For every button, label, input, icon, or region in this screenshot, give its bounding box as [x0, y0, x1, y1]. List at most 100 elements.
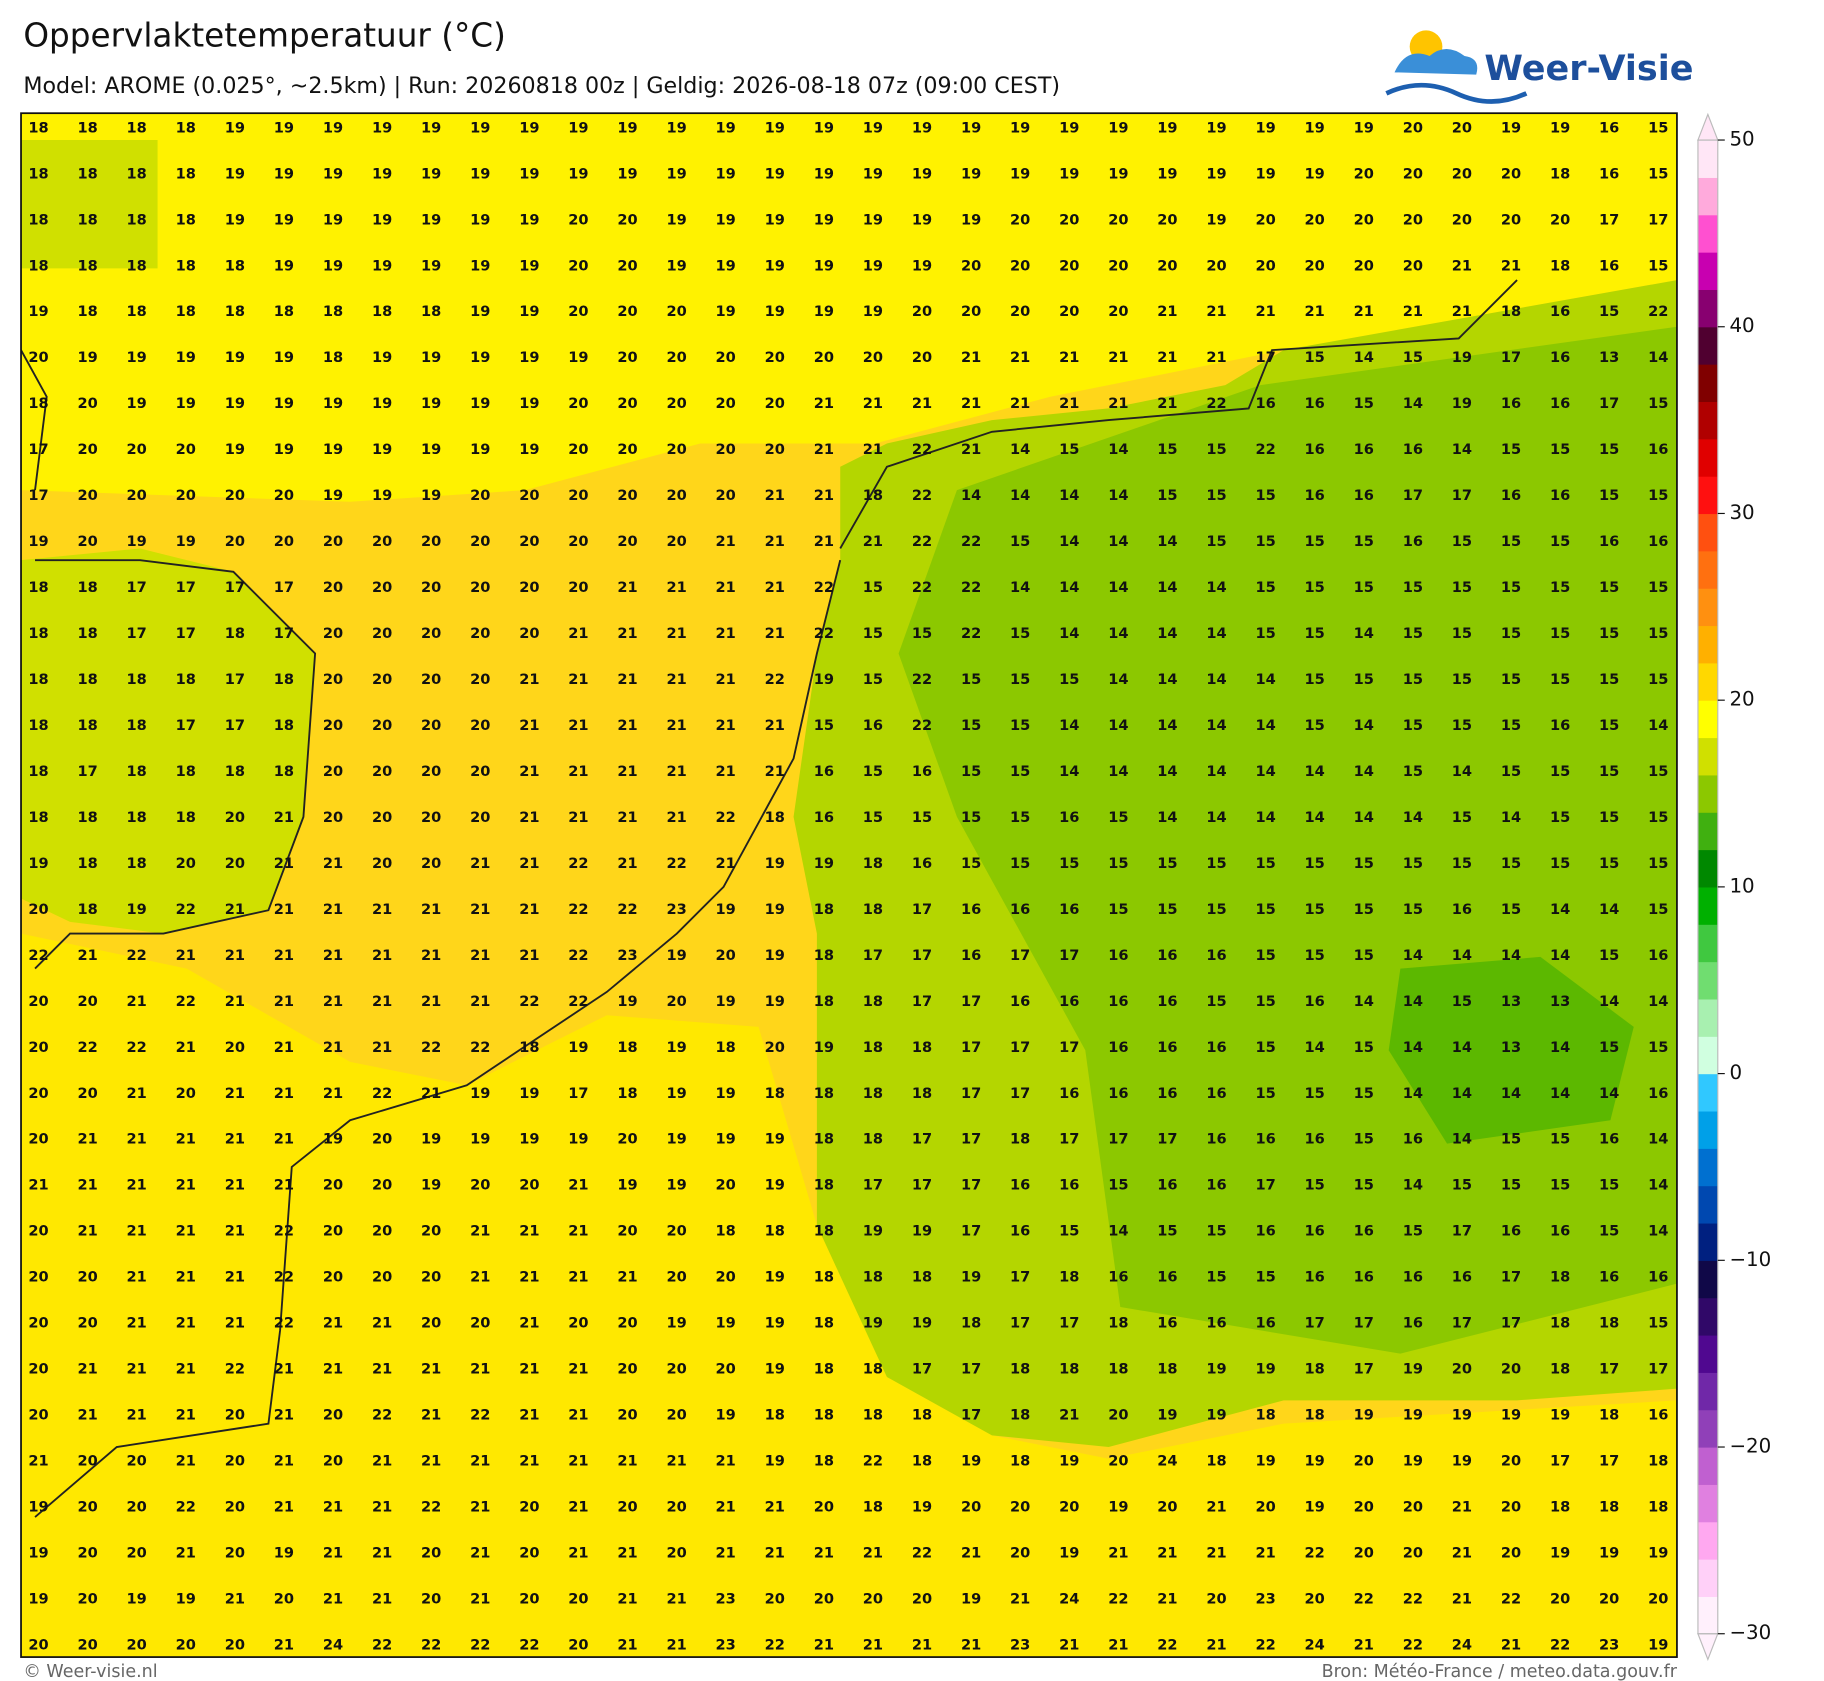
grid-value: 19 — [470, 211, 490, 228]
grid-value: 21 — [323, 947, 343, 964]
grid-value: 21 — [765, 717, 785, 734]
grid-value: 14 — [1550, 901, 1570, 918]
grid-value: 24 — [1452, 1636, 1472, 1653]
grid-value: 21 — [372, 901, 392, 918]
grid-value: 20 — [323, 717, 343, 734]
grid-value: 15 — [1452, 1177, 1472, 1194]
grid-value: 19 — [323, 395, 343, 412]
grid-value: 14 — [1010, 487, 1030, 504]
grid-value: 21 — [568, 1269, 588, 1286]
grid-value: 20 — [77, 1498, 97, 1515]
grid-value: 22 — [77, 1039, 97, 1056]
grid-value: 21 — [421, 1453, 441, 1470]
grid-value: 15 — [1599, 579, 1619, 596]
grid-value: 20 — [225, 1636, 245, 1653]
grid-value: 20 — [617, 1498, 637, 1515]
grid-value: 18 — [28, 671, 48, 688]
grid-value: 20 — [519, 1544, 539, 1561]
grid-value: 15 — [1403, 579, 1423, 596]
grid-value: 20 — [470, 763, 490, 780]
grid-value: 15 — [1501, 533, 1521, 550]
grid-value: 14 — [1648, 1131, 1668, 1148]
grid-value: 19 — [814, 855, 834, 872]
grid-value: 19 — [28, 303, 48, 320]
grid-value: 20 — [617, 1131, 637, 1148]
grid-value: 16 — [1157, 1269, 1177, 1286]
grid-value: 19 — [765, 303, 785, 320]
grid-value: 14 — [1108, 533, 1128, 550]
grid-value: 17 — [127, 625, 147, 642]
grid-value: 18 — [814, 1085, 834, 1102]
grid-value: 18 — [1010, 1407, 1030, 1424]
grid-value: 18 — [1501, 303, 1521, 320]
grid-value: 21 — [814, 1636, 834, 1653]
grid-value: 15 — [1305, 855, 1325, 872]
grid-value: 18 — [176, 671, 196, 688]
grid-value: 21 — [617, 625, 637, 642]
grid-value: 21 — [470, 855, 490, 872]
grid-value: 19 — [176, 533, 196, 550]
grid-value: 21 — [1108, 349, 1128, 366]
grid-value: 19 — [1059, 1453, 1079, 1470]
grid-value: 14 — [1354, 717, 1374, 734]
grid-value: 20 — [568, 303, 588, 320]
grid-value: 15 — [1255, 579, 1275, 596]
grid-value: 20 — [716, 947, 736, 964]
grid-value: 19 — [765, 855, 785, 872]
grid-value: 19 — [1403, 1407, 1423, 1424]
grid-value: 20 — [77, 441, 97, 458]
grid-value: 19 — [470, 1085, 490, 1102]
grid-value: 19 — [863, 1315, 883, 1332]
grid-value: 19 — [765, 1453, 785, 1470]
grid-value: 20 — [1010, 303, 1030, 320]
grid-value: 20 — [1255, 211, 1275, 228]
grid-value: 18 — [225, 763, 245, 780]
color-band — [1697, 886, 1718, 925]
grid-value: 14 — [1354, 763, 1374, 780]
grid-value: 14 — [1648, 349, 1668, 366]
grid-value: 19 — [863, 303, 883, 320]
grid-value: 16 — [1305, 1131, 1325, 1148]
grid-value: 18 — [912, 1039, 932, 1056]
grid-value: 15 — [1452, 625, 1472, 642]
grid-value: 15 — [1108, 855, 1128, 872]
grid-value: 18 — [912, 1085, 932, 1102]
color-band — [1697, 1073, 1718, 1112]
grid-value: 21 — [274, 1498, 294, 1515]
grid-value: 20 — [28, 1636, 48, 1653]
grid-value: 19 — [716, 303, 736, 320]
grid-value: 17 — [1010, 1085, 1030, 1102]
grid-value: 20 — [519, 579, 539, 596]
grid-value: 22 — [176, 993, 196, 1010]
grid-value: 21 — [176, 1315, 196, 1332]
grid-value: 19 — [323, 441, 343, 458]
grid-value: 22 — [519, 993, 539, 1010]
grid-value: 14 — [1206, 717, 1226, 734]
colorbar-tick-label: 30 — [1729, 501, 1754, 524]
grid-value: 18 — [176, 809, 196, 826]
grid-value: 16 — [1108, 1039, 1128, 1056]
grid-value: 17 — [1452, 1315, 1472, 1332]
grid-value: 19 — [814, 119, 834, 136]
grid-value: 20 — [617, 1315, 637, 1332]
grid-value: 19 — [519, 395, 539, 412]
grid-value: 19 — [863, 165, 883, 182]
grid-value: 21 — [1452, 1544, 1472, 1561]
grid-value: 15 — [1305, 533, 1325, 550]
grid-value: 19 — [1648, 1544, 1668, 1561]
grid-value: 18 — [863, 1269, 883, 1286]
grid-value: 18 — [127, 211, 147, 228]
color-band — [1697, 1334, 1718, 1373]
color-band — [1697, 849, 1718, 888]
grid-value: 19 — [716, 901, 736, 918]
grid-value: 17 — [28, 487, 48, 504]
grid-value: 14 — [1599, 1085, 1619, 1102]
grid-value: 14 — [1452, 947, 1472, 964]
grid-value: 15 — [1255, 855, 1275, 872]
grid-value: 22 — [912, 1544, 932, 1561]
grid-value: 20 — [1354, 257, 1374, 274]
grid-value: 18 — [912, 1407, 932, 1424]
grid-value: 22 — [863, 1453, 883, 1470]
grid-value: 20 — [1010, 1544, 1030, 1561]
grid-value: 21 — [961, 441, 981, 458]
